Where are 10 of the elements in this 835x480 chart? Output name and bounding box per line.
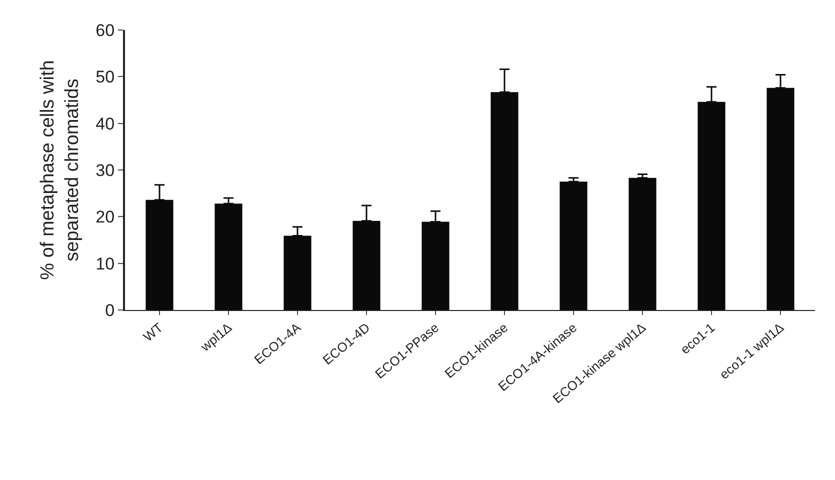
y-tick-label: 10 (96, 254, 115, 274)
y-tick-label: 40 (96, 114, 115, 134)
y-tick-label: 60 (96, 20, 115, 40)
y-axis-title: % of metaphase cells with separated chromatids (37, 60, 84, 280)
y-tick-label: 30 (96, 160, 115, 180)
x-tick-label: WT (140, 320, 166, 344)
y-tick-label: 20 (96, 208, 115, 227)
y-tick-label: 0 (105, 300, 115, 320)
bar (628, 178, 656, 310)
y-tick-label: 50 (96, 68, 115, 87)
